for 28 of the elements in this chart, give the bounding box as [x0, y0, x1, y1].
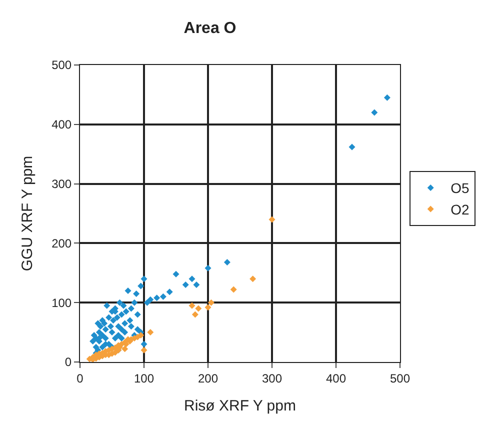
legend-label: O5	[450, 180, 470, 196]
x-tick-label: 300	[262, 371, 282, 386]
chart-title: Area O	[184, 20, 236, 37]
y-tick-label: 200	[52, 236, 72, 250]
point	[250, 276, 256, 282]
x-tick-label: 0	[76, 371, 84, 386]
x-tick-label: 500	[390, 371, 410, 386]
y-tick-label: 500	[52, 58, 72, 72]
x-tick-label: 100	[134, 371, 154, 386]
y-axis-title: GGU XRF Y ppm	[18, 156, 36, 272]
legend-label: O2	[450, 201, 470, 218]
point	[140, 346, 148, 354]
x-axis-title: Risø XRF Y ppm	[184, 397, 296, 414]
point	[230, 286, 237, 293]
point	[204, 304, 212, 311]
y-tick-label: 0	[64, 355, 72, 370]
point	[268, 216, 276, 223]
point	[208, 299, 214, 306]
point	[192, 311, 198, 318]
y-tick-label: 300	[52, 177, 72, 191]
y-tick-label: 100	[52, 296, 72, 310]
x-tick-label: 400	[326, 371, 346, 386]
x-tick-label: 200	[198, 371, 218, 386]
point	[195, 305, 202, 312]
point	[122, 346, 128, 352]
point	[188, 302, 196, 309]
point	[147, 329, 154, 336]
y-tick-label: 400	[52, 118, 72, 132]
